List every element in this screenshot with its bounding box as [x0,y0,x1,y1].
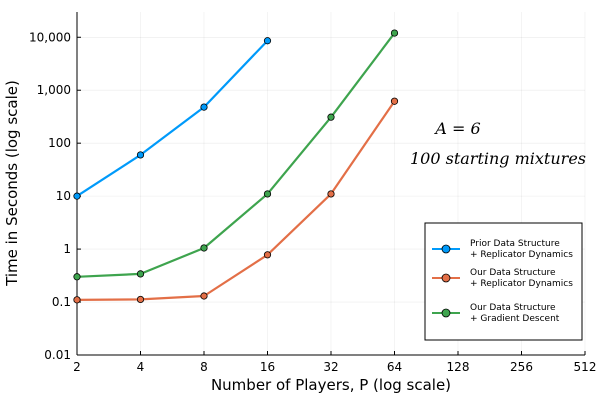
legend-entry-1: Prior Data Structure+ Replicator Dynamic… [432,239,573,260]
data-point [263,37,272,45]
data-point [136,295,145,304]
y-tick-label: 10,000 [29,30,71,44]
data-point [327,190,335,198]
x-tick-label: 256 [510,360,533,374]
y-tick-label: 1 [63,242,71,256]
data-point [200,244,208,252]
legend-entry-2: Our Data Structure+ Replicator Dynamics [432,268,573,289]
x-tick-label: 8 [200,360,208,374]
legend-label-line2: + Gradient Descent [470,314,560,324]
x-tick-label: 16 [260,360,275,374]
x-tick-label: 2 [73,360,81,374]
legend-marker [441,244,451,254]
series-line [76,100,396,301]
legend-label-line2: + Replicator Dynamics [470,250,573,260]
x-tick-label: 512 [574,360,597,374]
y-tick-label: 100 [48,136,71,150]
legend-label-line2: + Replicator Dynamics [470,279,573,289]
y-tick-label: 0.01 [44,348,71,362]
y-tick-labels: 0.01 0.1 1 10 100 1,000 10,000 [29,30,71,362]
legend-marker [441,308,451,318]
x-tick-label: 4 [137,360,145,374]
x-axis-label: Number of Players, P (log scale) [211,376,451,394]
legend-label-line1: Prior Data Structure [470,239,560,249]
annotation-action-count: A = 6 [433,119,480,138]
legend-marker [441,273,451,283]
x-tick-labels: 2 4 8 16 32 64 128 256 512 [73,360,596,374]
y-axis-label: Time in Seconds (log scale) [3,80,21,287]
y-tick-label: 1,000 [37,83,71,97]
y-tick-label: 10 [56,189,71,203]
legend-label-line1: Our Data Structure [470,303,556,313]
x-tick-label: 64 [387,360,402,374]
data-point [390,97,399,105]
data-point [73,296,81,304]
series-1 [73,37,272,200]
data-point [200,103,208,111]
annotation-starting-mixtures: 100 starting mixtures [410,149,586,168]
series-group [73,29,399,304]
data-point [263,190,272,198]
data-point [327,113,335,121]
legend-entry-3: Our Data Structure+ Gradient Descent [432,303,560,324]
y-tick-label: 0.1 [52,295,71,309]
series-line [76,32,396,278]
legend: Prior Data Structure+ Replicator Dynamic… [424,222,583,341]
data-point [390,29,399,37]
data-point [263,251,272,259]
data-point [73,192,81,200]
data-point [73,273,81,281]
series-2 [73,97,399,304]
x-tick-label: 32 [323,360,338,374]
series-3 [73,29,399,281]
legend-label-line1: Our Data Structure [470,268,556,278]
series-line [76,39,269,198]
x-tick-label: 128 [447,360,470,374]
data-point [136,151,145,159]
legend-box [424,222,583,341]
data-point [136,270,145,278]
data-point [200,292,208,300]
